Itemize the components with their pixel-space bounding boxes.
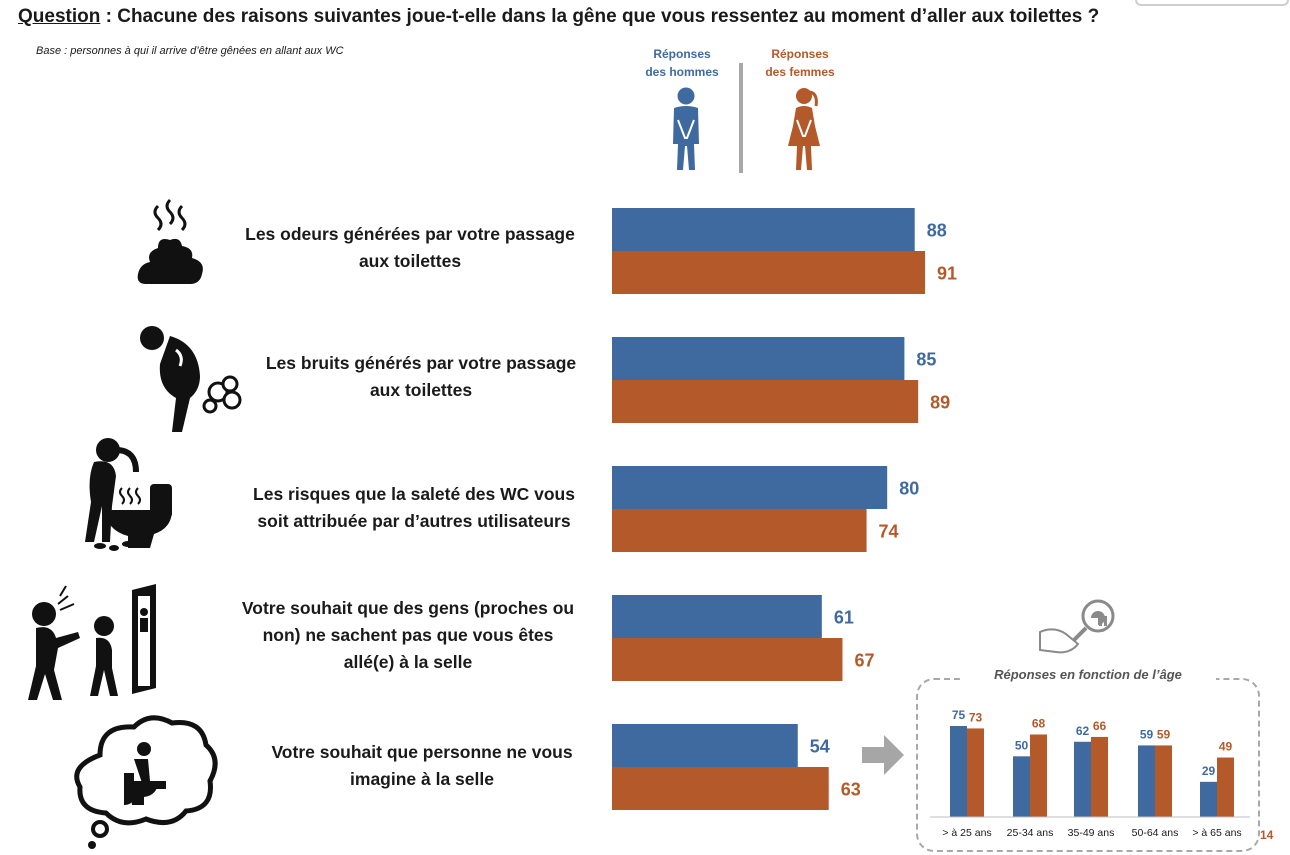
- row-label-2-line2: aux toilettes: [369, 380, 473, 400]
- page-number: 14: [1260, 828, 1274, 842]
- value-label-men-5: 54: [810, 737, 830, 757]
- value-label-women-1: 91: [937, 264, 957, 284]
- row-label-3: Les risques que la saleté des WC vous so…: [199, 481, 629, 535]
- age-bar-women-5: [1217, 757, 1234, 817]
- value-label-women-2: 89: [930, 393, 950, 413]
- age-bar-men-3: [1074, 741, 1091, 817]
- age-value-label-men-3: 62: [1076, 724, 1090, 738]
- legend-women-line2: des femmes: [765, 65, 835, 79]
- bar-women-5: [612, 767, 829, 810]
- age-category-label-1: > à 25 ans: [942, 827, 991, 839]
- row-label-1: Les odeurs générées par votre passage au…: [195, 221, 625, 275]
- thought-bubble-toilet-icon: [74, 715, 218, 849]
- age-bar-men-2: [1013, 756, 1030, 817]
- dirty-toilet-icon: [85, 438, 172, 551]
- row-label-3-line2: soit attribuée par d’autres utilisateurs: [257, 511, 571, 531]
- age-value-label-men-1: 75: [952, 708, 966, 722]
- age-bar-women-1: [967, 728, 984, 817]
- value-label-men-3: 80: [899, 479, 919, 499]
- age-bar-women-4: [1155, 745, 1172, 817]
- value-label-women-3: 74: [879, 522, 899, 542]
- bar-women-4: [612, 638, 843, 681]
- bar-men-5: [612, 724, 798, 767]
- row-label-2-line1: Les bruits générés par votre passage: [265, 353, 577, 373]
- row-label-5-line1: Votre souhait que personne ne vous: [271, 742, 573, 762]
- corner-frame: [1135, 0, 1289, 6]
- man-figure-icon: [673, 87, 699, 170]
- age-inset-title: Réponses en fonction de l’âge: [960, 667, 1216, 682]
- age-category-label-2: 25-34 ans: [1007, 827, 1054, 839]
- row-label-4-line3: allé(e) à la selle: [343, 652, 473, 672]
- bar-men-2: [612, 337, 905, 380]
- row-label-4-line1: Votre souhait que des gens (proches ou: [241, 598, 575, 618]
- age-category-label-3: 35-49 ans: [1068, 827, 1115, 839]
- bar-men-3: [612, 466, 888, 509]
- value-label-men-2: 85: [916, 350, 936, 370]
- row-label-4-line2: non) ne sachent pas que vous êtes: [262, 625, 554, 645]
- pointing-person-door-icon: [28, 584, 156, 700]
- flatulence-person-icon: [140, 326, 242, 432]
- legend-women-line1: Réponses: [771, 47, 829, 61]
- question-title: Question : Chacune des raisons suivantes…: [18, 6, 1099, 28]
- age-value-label-women-2: 68: [1032, 716, 1046, 730]
- arrow-right-icon: [862, 735, 904, 775]
- age-bar-women-3: [1091, 736, 1108, 817]
- age-value-label-men-4: 59: [1140, 727, 1154, 741]
- value-label-men-1: 88: [927, 221, 947, 241]
- bar-men-1: [612, 208, 915, 251]
- age-value-label-women-4: 59: [1157, 727, 1171, 741]
- row-label-3-line1: Les risques que la saleté des WC vous: [253, 484, 575, 504]
- legend-divider: [739, 63, 743, 173]
- base-note: Base : personnes à qui il arrive d’être …: [36, 45, 344, 57]
- row-label-1-line1: Les odeurs générées par votre passage: [245, 224, 575, 244]
- stinky-poop-icon: [137, 198, 203, 284]
- bar-women-3: [612, 509, 867, 552]
- question-text: : Chacune des raisons suivantes joue-t-e…: [100, 6, 1100, 27]
- value-label-men-4: 61: [834, 608, 854, 628]
- value-label-women-4: 67: [854, 651, 874, 671]
- legend-men: Réponses des hommes: [627, 45, 737, 81]
- age-category-label-5: > à 65 ans: [1192, 827, 1241, 839]
- woman-figure-icon: [788, 88, 820, 170]
- question-label: Question: [18, 6, 101, 27]
- age-category-label-4: 50-64 ans: [1132, 827, 1179, 839]
- age-value-label-women-3: 66: [1093, 719, 1107, 733]
- value-label-women-5: 63: [841, 780, 861, 800]
- row-label-5-line2: imagine à la selle: [350, 769, 494, 789]
- age-bar-men-4: [1138, 745, 1155, 817]
- age-value-label-men-5: 29: [1202, 764, 1216, 778]
- magnifier-chart-icon: [1039, 599, 1115, 654]
- age-bar-men-1: [950, 726, 967, 817]
- bar-women-1: [612, 251, 926, 294]
- legend-men-line2: des hommes: [645, 65, 719, 79]
- row-label-2: Les bruits générés par votre passage aux…: [206, 350, 636, 404]
- age-bar-men-5: [1200, 781, 1217, 817]
- row-label-4: Votre souhait que des gens (proches ou n…: [193, 595, 623, 676]
- row-label-5: Votre souhait que personne ne vous imagi…: [207, 739, 637, 793]
- age-value-label-women-1: 73: [969, 710, 983, 724]
- bar-men-4: [612, 595, 822, 638]
- legend-men-line1: Réponses: [653, 47, 711, 61]
- row-label-1-line2: aux toilettes: [358, 251, 462, 271]
- age-value-label-men-2: 50: [1015, 738, 1029, 752]
- legend-women: Réponses des femmes: [745, 45, 855, 81]
- age-bar-women-2: [1030, 734, 1047, 817]
- age-value-label-women-5: 49: [1219, 740, 1233, 754]
- bar-women-2: [612, 380, 919, 423]
